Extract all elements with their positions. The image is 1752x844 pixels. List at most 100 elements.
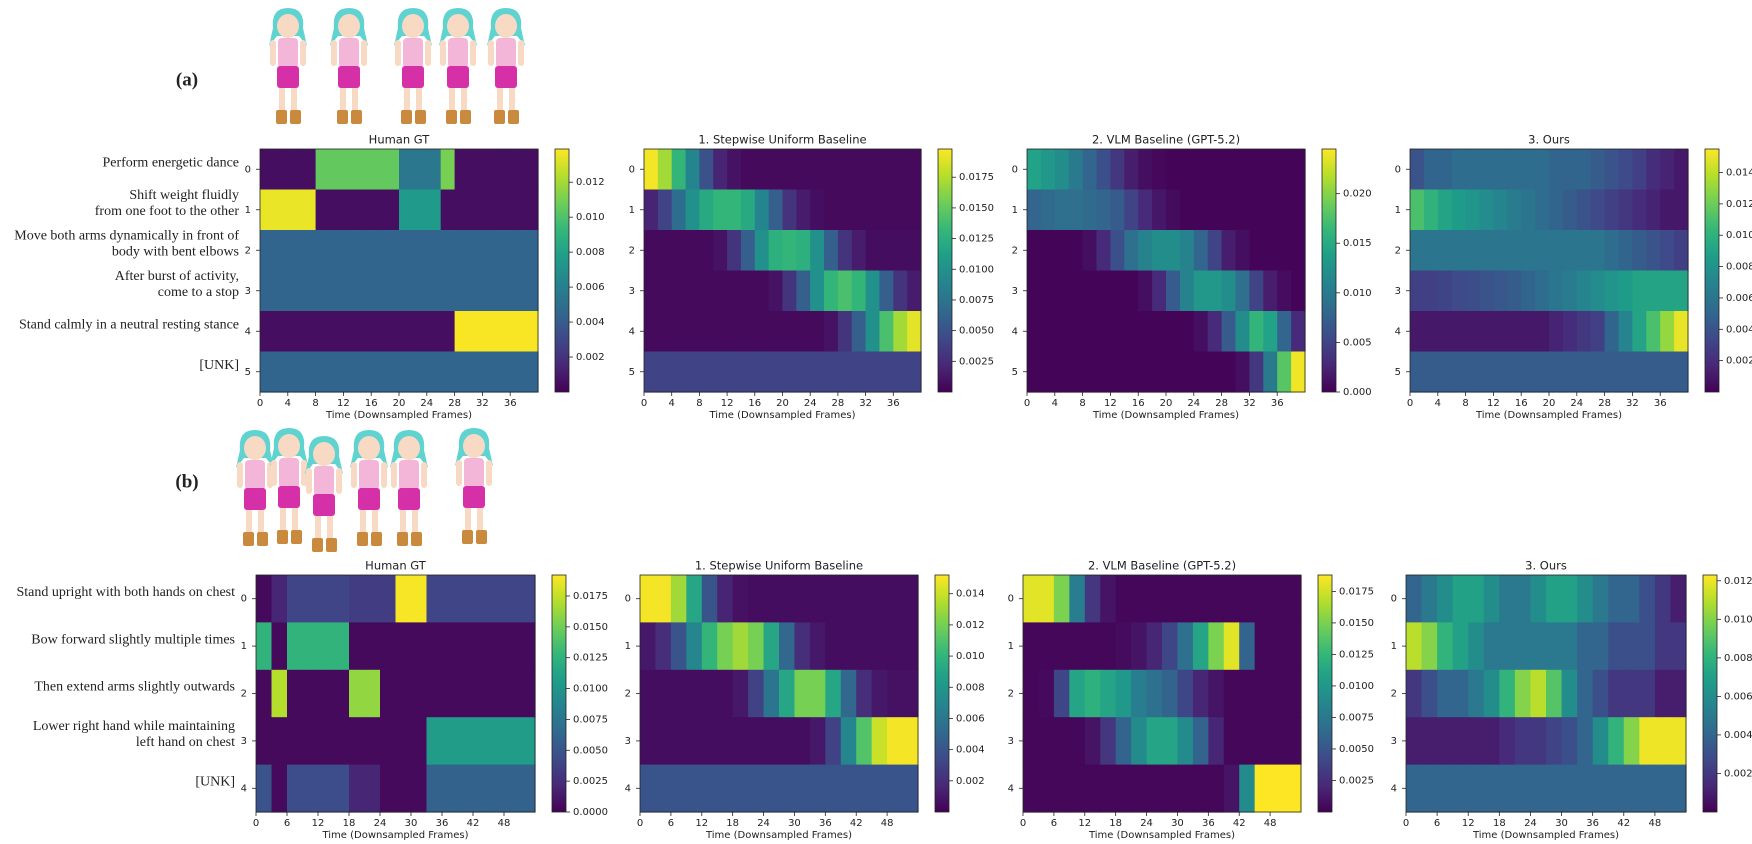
heatmap-cell [1254,575,1271,623]
heatmap-cell [329,189,344,231]
heatmap-cell [1152,149,1167,191]
x-tick-label: 28 [448,398,461,409]
heatmap-cell [273,149,289,191]
heatmap-cell [1277,230,1292,272]
heatmap-cell [371,351,386,393]
heatmap-cell [717,575,734,623]
heatmap-cell [519,622,536,671]
heatmap-cell [893,149,908,191]
heatmap-cell [256,764,273,813]
heatmap-cell [671,149,687,191]
heatmap-cell [349,622,366,671]
x-tick-label: 32 [476,398,489,409]
heatmap-cell [685,149,700,191]
heatmap-cell [488,764,505,813]
heatmap-cell [256,575,273,623]
heatmap-cell [701,764,718,813]
heatmap-cell [380,764,397,813]
chart-title: 3. Ours [1528,133,1570,147]
heatmap-cell [1084,622,1101,671]
heatmap-cell [1674,149,1689,191]
y-tick-label: 1 [241,641,247,652]
heatmap-cell [442,717,459,766]
heatmap-cell [1632,311,1647,353]
heatmap-cell [748,764,765,813]
heatmap-cell [824,351,839,393]
y-tick-label: 1 [1395,205,1401,216]
heatmap-cell [837,270,853,312]
heatmap-cell [343,230,358,272]
y-tick-label: 5 [245,367,251,378]
heatmap-cell [1221,189,1237,231]
heatmap-cell [287,575,304,623]
heatmap-cell [824,149,839,191]
colorbar-tick-label: 0.012 [956,620,985,631]
heatmap-cell [1421,622,1438,671]
pose [330,8,368,124]
heatmap-cell [1254,669,1271,718]
heatmap-cell [1096,311,1111,353]
heatmap-cell [1562,270,1578,312]
x-axis-label: Time (Downsampled Frames) [325,410,472,421]
x-tick-label: 32 [1626,398,1639,409]
heatmap-cell [510,351,525,393]
heatmap-cell [1263,149,1278,191]
heatmap-cell [371,149,386,191]
colorbar-tick-label: 0.010 [1343,288,1372,299]
heatmap-cell [1082,270,1098,312]
heatmap-cell [1618,351,1633,393]
colorbar [554,148,570,393]
x-tick-label: 8 [1462,398,1468,409]
heatmap-cell [879,351,894,393]
heatmap-cell [440,351,456,393]
heatmap-cell [349,717,366,766]
heatmap-cell [1193,149,1209,191]
heatmap-cell [1654,669,1672,718]
heatmap-cell [1223,717,1240,766]
heatmap-cell [640,717,657,766]
heatmap-cell [1263,351,1278,393]
heatmap-cell [1530,669,1547,718]
heatmap-cell [840,764,857,813]
heatmap-cell [287,230,303,272]
heatmap-cell [865,189,881,231]
heatmap-cell [426,764,443,813]
heatmap-cell [315,351,331,393]
heatmap-cell [1576,311,1592,353]
heatmap-cell [1179,270,1195,312]
x-tick-label: 6 [1051,818,1057,829]
heatmap-cell [1561,717,1578,766]
row-description: Lower right hand while maintaining [33,719,235,734]
colorbar-tick-label: 0.012 [576,177,605,188]
heatmap-cell [794,622,811,671]
heatmap-cell [524,351,539,393]
heatmap-cell [1546,575,1563,623]
heatmap-cell [1410,149,1425,191]
colorbar-tick-label: 0.0125 [959,234,994,245]
heatmap-cell [655,764,672,813]
x-tick-label: 42 [1233,818,1246,829]
heatmap-cell [701,622,718,671]
heatmap-cell [364,669,381,718]
heatmap-cell [1632,230,1647,272]
heatmap-cell [1592,575,1609,623]
heatmap-cell [1177,575,1194,623]
heatmap-cell [671,270,687,312]
y-tick-label: 3 [629,286,635,297]
heatmap-cell [1166,270,1181,312]
heatmap-cell [740,230,756,272]
heatmap-cell [1660,189,1675,231]
heatmap-cell [1162,669,1179,718]
heatmap-cell [1410,311,1425,353]
heatmap-cell [1465,149,1481,191]
heatmap-cell [519,764,536,813]
x-tick-label: 16 [365,398,378,409]
heatmap-cell [1124,270,1139,312]
heatmap-cell [1608,622,1625,671]
pose [269,8,307,124]
heatmap-cell [1660,230,1675,272]
heatmap-cell [640,622,657,671]
heatmap-cell [796,230,811,272]
heatmap-cell [1576,189,1592,231]
x-tick-label: 4 [1052,398,1058,409]
